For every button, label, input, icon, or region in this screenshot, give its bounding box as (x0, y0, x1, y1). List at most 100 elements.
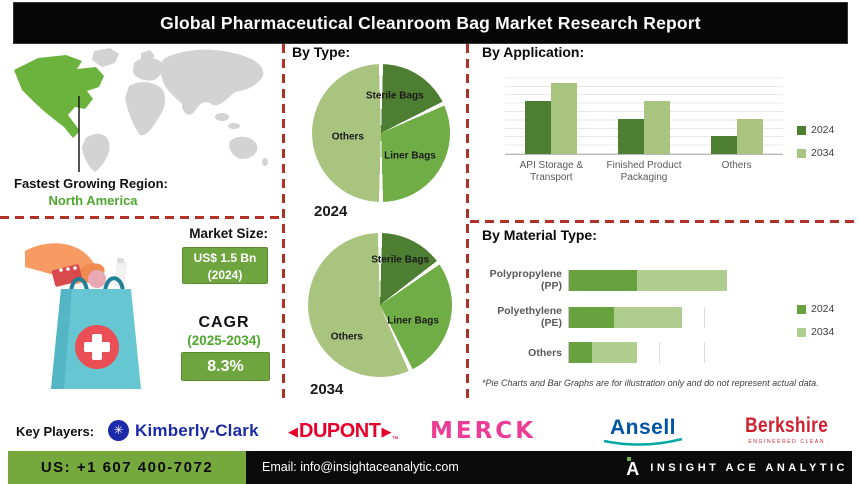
australia-shape (229, 136, 258, 159)
legend-label-2024: 2024 (811, 303, 835, 315)
world-map (14, 48, 268, 172)
pie-slice-label-others: Others (330, 331, 363, 343)
divider-vertical-right (466, 44, 469, 404)
south-america-shape (82, 133, 110, 172)
kimberly-clark-badge-icon: ✳ (108, 420, 129, 441)
pie-year-2024: 2024 (314, 203, 348, 220)
bar-group (598, 70, 691, 154)
pie-slice-label-liner: Liner Bags (384, 150, 436, 162)
material-bar-track (568, 269, 749, 291)
brand-name: INSIGHT ACE ANALYTIC (650, 461, 848, 474)
material-row: Polyethylene (PE) (478, 305, 788, 329)
berkshire-wordmark: Berkshire (745, 414, 829, 437)
application-category-labels: API Storage & Transport Finished Product … (505, 160, 783, 184)
bar-group (690, 70, 783, 154)
medicine-tube-cap (116, 257, 125, 264)
pie-slice-label-sterile: Sterile Bags (365, 90, 424, 102)
southeast-asia-shape (215, 113, 229, 121)
bar-segment-2024 (569, 306, 614, 328)
category-label: Finished Product Packaging (606, 160, 682, 183)
divider-left (0, 216, 280, 219)
report-title: Global Pharmaceutical Cleanroom Bag Mark… (13, 2, 848, 44)
kimberly-clark-wordmark: Kimberly-Clark (135, 420, 259, 440)
bar-2024 (710, 136, 737, 154)
legend-item-2034: 2034 (797, 147, 834, 159)
asia-shape (160, 49, 264, 115)
pie-year-2034: 2034 (310, 381, 344, 398)
footer-phone: US: +1 607 400-7072 (8, 451, 246, 484)
legend-swatch-2024 (797, 304, 806, 314)
material-row: Others (478, 342, 788, 363)
pie-slice-label-sterile: Sterile Bags (371, 254, 430, 266)
divider-vertical-left (282, 44, 285, 404)
bar-2024 (618, 118, 644, 154)
bag-handle-right (103, 276, 125, 292)
illustration-disclaimer: *Pie Charts and Bar Graphs are for illus… (482, 378, 819, 388)
material-bar-track (568, 342, 749, 363)
ansell-swoosh-icon (603, 438, 683, 446)
legend-item-2024: 2024 (797, 303, 834, 315)
pie-slice-label-liner: Liner Bags (387, 315, 439, 327)
legend-label-2024: 2024 (811, 124, 835, 136)
dupont-left-arrow-icon: ◀ (288, 424, 298, 439)
bar-segment-2034 (614, 306, 682, 328)
sponge-shape (88, 270, 106, 288)
bar-segment-2034 (591, 342, 637, 363)
material-label: Polyethylene (PE) (497, 305, 562, 329)
merck-wordmark: MERCK (430, 418, 537, 444)
bar-2034 (644, 101, 670, 154)
material-label: Others (528, 346, 562, 359)
application-legend: 2024 2034 (797, 124, 834, 159)
material-label: Polypropylene (PP) (489, 268, 562, 292)
material-bar-track (568, 306, 749, 328)
legend-swatch-2024 (797, 125, 806, 135)
bag-side-shade (51, 289, 72, 389)
application-bar-chart (505, 70, 783, 155)
bar-segment-2034 (636, 269, 727, 291)
legend-item-2024: 2024 (797, 124, 834, 136)
legend-item-2034: 2034 (797, 326, 834, 338)
pie-chart-by-type-2034: Sterile Bags Liner Bags Others (308, 233, 452, 377)
bag-handle-left (69, 277, 89, 292)
europe-shape (133, 50, 163, 81)
bar-2034 (551, 83, 578, 154)
logo-dot (627, 456, 632, 461)
market-size-year: (2024) (207, 268, 243, 282)
legend-label-2034: 2034 (811, 326, 835, 338)
fastest-growing-region-label: Fastest Growing Region: (14, 176, 168, 191)
berkshire-logo: Berkshire ENGINEERED CLEAN (736, 414, 837, 445)
by-application-header: By Application: (482, 44, 585, 60)
dupont-wordmark: DUPONT (299, 420, 381, 442)
category-label: Others (721, 160, 752, 171)
dupont-trademark: ™ (391, 436, 399, 443)
north-america-highlight (14, 55, 104, 138)
merck-logo: MERCK (430, 418, 536, 444)
material-bar-chart: Polypropylene (PP) Polyethylene (PE) Other… (478, 268, 788, 376)
material-legend: 2024 2034 (797, 303, 834, 338)
medical-bag-illustration (25, 243, 141, 389)
dupont-logo: ◀ DUPONT ▶ ™ (288, 420, 398, 443)
kimberly-clark-logo: ✳ Kimberly-Clark (108, 420, 259, 441)
logo-letter: A (626, 458, 640, 479)
bar-2034 (736, 118, 763, 154)
dupont-right-arrow-icon: ▶ (381, 424, 392, 439)
pill-dot (59, 268, 63, 272)
pie-slice-label-others: Others (331, 131, 364, 143)
bar-segment-2024 (569, 269, 637, 291)
key-players-label: Key Players: (16, 424, 95, 439)
legend-label-2034: 2034 (811, 147, 835, 159)
cagr-period: (2025-2034) (187, 333, 261, 348)
pie-chart-by-type-2024: Sterile Bags Liner Bags Others (312, 64, 450, 202)
market-size-value-box: US$ 1.5 Bn (2024) (182, 247, 268, 284)
legend-swatch-2034 (797, 327, 806, 337)
by-material-header: By Material Type: (482, 227, 597, 243)
insight-ace-analytic-brand: A INSIGHT ACE ANALYTIC (626, 451, 848, 484)
greenland-shape (92, 48, 119, 67)
ansell-logo: Ansell (602, 416, 684, 447)
by-type-header: By Type: (292, 44, 351, 60)
new-zealand-shape (262, 158, 268, 166)
legend-swatch-2034 (797, 148, 806, 158)
insight-ace-logo-icon: A (626, 456, 642, 479)
indonesia-shape (228, 123, 240, 129)
